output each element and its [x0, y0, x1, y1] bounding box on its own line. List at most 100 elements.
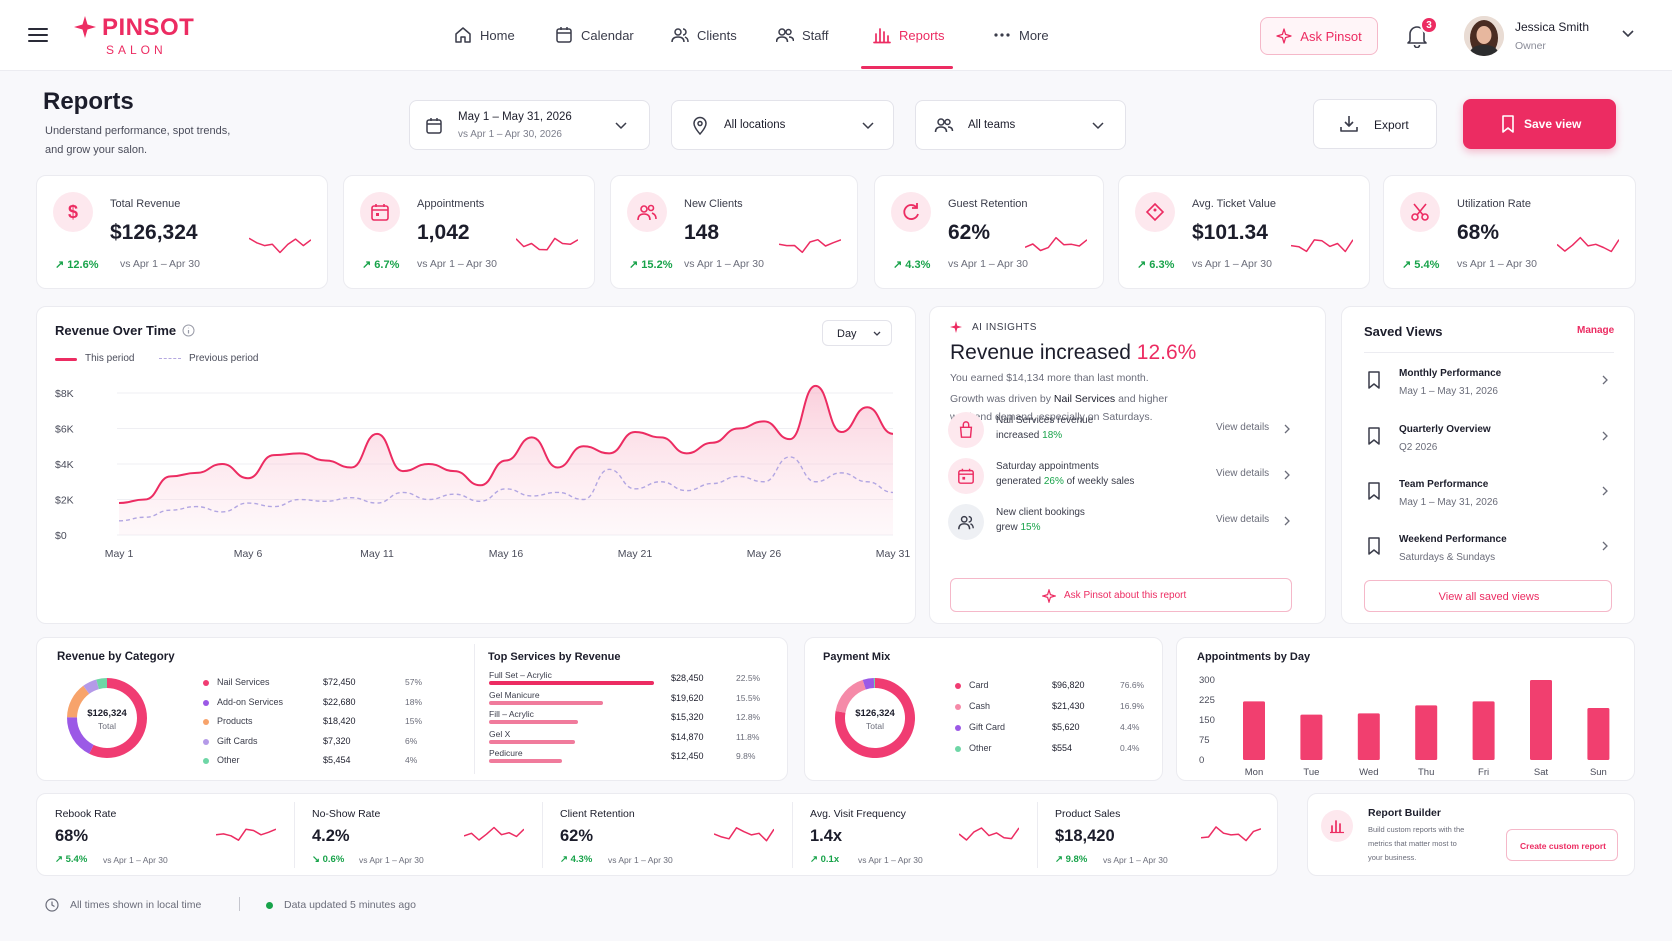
ask-pinsot-button[interactable]: Ask Pinsot — [1260, 17, 1378, 55]
bottom-kpi[interactable]: No-Show Rate 4.2% ↘ 0.6% vs Apr 1 – Apr 30 — [294, 794, 542, 876]
nav-calendar[interactable]: Calendar — [555, 22, 634, 48]
trend-up-icon: ↗ — [1137, 259, 1147, 271]
location-pin-icon — [693, 116, 707, 136]
manage-link[interactable]: Manage — [1577, 325, 1615, 336]
date-range-value: May 1 – May 31, 2026 — [458, 111, 572, 123]
appointments-bar-chart: 0 75 150 225 300 Mon Tue Wed Thu Fri Sat Sun — [1199, 675, 1610, 778]
insight-icon-wrap — [948, 412, 984, 448]
legend-dot — [203, 680, 209, 686]
saved-view-item[interactable]: Monthly Performance May 1 – May 31, 2026 — [1364, 365, 1614, 405]
sparkline — [1291, 239, 1353, 253]
x-tick-label: Tue — [1303, 767, 1319, 778]
bottom-kpi-label: Rebook Rate — [55, 808, 117, 820]
kpi-card-avg-ticket-value[interactable]: Avg. Ticket Value $101.34 ↗ 6.3% vs Apr 1 –… — [1118, 175, 1370, 289]
team-select[interactable]: All teams — [915, 100, 1126, 150]
nav-reports[interactable]: Reports — [873, 22, 945, 48]
bottom-kpi-value: 68% — [55, 827, 89, 845]
category-services-card: Revenue by Category $126,324 Total Top S… — [36, 637, 788, 781]
insights-headline: Revenue increased 12.6% — [950, 341, 1197, 364]
legend-name: Products — [217, 716, 253, 726]
bookmark-icon — [1368, 482, 1380, 500]
kpi-value: $101.34 — [1192, 221, 1268, 244]
granularity-select[interactable]: Day — [822, 320, 892, 346]
kpi-card-new-clients[interactable]: New Clients 148 ↗ 15.2% vs Apr 1 – Apr 30 — [610, 175, 858, 289]
view-details-link[interactable]: View details — [1216, 468, 1270, 479]
legend-this-label: This period — [85, 353, 135, 364]
kpi-card-appointments[interactable]: Appointments 1,042 ↗ 6.7% vs Apr 1 – Apr 30 — [343, 175, 595, 289]
saved-view-name: Quarterly Overview — [1399, 424, 1491, 435]
menu-icon[interactable] — [28, 27, 48, 43]
saved-view-item[interactable]: Team Performance May 1 – May 31, 2026 — [1364, 476, 1614, 516]
saved-view-item[interactable]: Weekend Performance Saturdays & Sundays — [1364, 531, 1614, 571]
y-tick-label: 0 — [1199, 755, 1204, 766]
kpi-card-total-revenue[interactable]: $ Total Revenue $126,324 ↗ 12.6% vs Apr 1 – … — [36, 175, 328, 289]
bottom-kpi[interactable]: Rebook Rate 68% ↗ 5.4% vs Apr 1 – Apr 30 — [37, 794, 294, 876]
chart-icon — [1330, 820, 1344, 834]
bottom-kpi-value: 4.2% — [312, 827, 350, 845]
service-value: $15,320 — [671, 712, 704, 722]
retention-icon — [903, 203, 919, 220]
nav-clients[interactable]: Clients — [671, 22, 737, 48]
create-custom-report-button[interactable]: Create custom report — [1506, 829, 1618, 861]
trend-down-icon: ↘ — [312, 854, 320, 865]
new-clients-icon — [637, 204, 657, 221]
notifications-button[interactable]: 3 — [1406, 16, 1438, 48]
divider — [239, 897, 240, 911]
clients-icon — [958, 515, 974, 530]
kpi-icon-wrap: $ — [53, 192, 93, 232]
appointment-bar — [1415, 705, 1438, 760]
save-view-button[interactable]: Save view — [1463, 99, 1616, 149]
insight-item[interactable]: Nail Services revenue increased 18% View d… — [948, 412, 1293, 452]
kpi-card-utilization-rate[interactable]: Utilization Rate 68% ↗ 5.4% vs Apr 1 – Apr … — [1383, 175, 1636, 289]
payment-slice — [835, 679, 866, 713]
view-details-link[interactable]: View details — [1216, 514, 1270, 525]
bottom-kpi-compare: vs Apr 1 – Apr 30 — [103, 855, 168, 865]
avatar[interactable] — [1464, 16, 1504, 56]
bottom-kpi[interactable]: Avg. Visit Frequency 1.4x ↗ 0.1x vs Apr 1 –… — [792, 794, 1037, 876]
saved-view-sub: Q2 2026 — [1399, 442, 1438, 453]
view-all-saved-views-button[interactable]: View all saved views — [1364, 580, 1612, 612]
ask-pinsot-report-button[interactable]: Ask Pinsot about this report — [950, 578, 1292, 612]
kpi-change: ↗ 6.3% — [1137, 259, 1175, 271]
kpi-icon-wrap — [1135, 192, 1175, 232]
bottom-kpi-label: Client Retention — [560, 808, 635, 820]
kpi-icon-wrap — [1400, 192, 1440, 232]
kpi-compare: vs Apr 1 – Apr 30 — [948, 258, 1028, 270]
calendar-icon — [556, 27, 572, 43]
bottom-kpi-compare: vs Apr 1 – Apr 30 — [359, 855, 424, 865]
sparkline — [216, 828, 276, 841]
x-tick-label: May 21 — [618, 548, 653, 560]
insight-item[interactable]: New client bookings grew 15% View details — [948, 504, 1293, 544]
legend-name: Add-on Services — [217, 696, 284, 707]
chevron-down-icon — [873, 331, 881, 336]
nav-home[interactable]: Home — [454, 22, 515, 48]
chevron-right-icon — [1284, 470, 1290, 480]
sparkline — [464, 826, 524, 841]
insight-item[interactable]: Saturday appointments generated 26% of we… — [948, 458, 1293, 498]
page-title: Reports — [43, 88, 134, 115]
user-menu-chevron-icon[interactable] — [1622, 30, 1634, 38]
insight-icon-wrap — [948, 458, 984, 494]
status-dot — [266, 902, 273, 909]
nav-more[interactable]: More — [993, 22, 1049, 48]
kpi-card-guest-retention[interactable]: Guest Retention 62% ↗ 4.3% vs Apr 1 – Apr 3… — [874, 175, 1104, 289]
bottom-kpi[interactable]: Product Sales $18,420 ↗ 9.8% vs Apr 1 – Apr… — [1037, 794, 1279, 876]
nav-staff-label: Staff — [802, 27, 829, 43]
insights-line3: weekend demand, especially on Saturdays. — [950, 411, 1153, 423]
kpi-compare: vs Apr 1 – Apr 30 — [684, 258, 764, 270]
service-value: $12,450 — [671, 751, 704, 761]
nav-staff[interactable]: Staff — [776, 22, 829, 48]
view-details-link[interactable]: View details — [1216, 422, 1270, 433]
export-button[interactable]: Export — [1313, 99, 1437, 149]
location-select[interactable]: All locations — [671, 100, 894, 150]
payment-slice — [873, 678, 875, 689]
bottom-kpi[interactable]: Client Retention 62% ↗ 4.3% vs Apr 1 – Apr … — [542, 794, 792, 876]
saved-view-item[interactable]: Quarterly Overview Q2 2026 — [1364, 421, 1614, 461]
kpi-change: ↗ 12.6% — [55, 259, 99, 271]
info-icon[interactable] — [182, 324, 195, 337]
trend-up-icon: ↗ — [55, 854, 63, 865]
date-range-select[interactable]: May 1 – May 31, 2026 vs Apr 1 – Apr 30, … — [409, 100, 650, 150]
sparkle-logo-icon — [74, 16, 96, 38]
kpi-compare: vs Apr 1 – Apr 30 — [1192, 258, 1272, 270]
service-name: Fill – Acrylic — [489, 709, 534, 719]
